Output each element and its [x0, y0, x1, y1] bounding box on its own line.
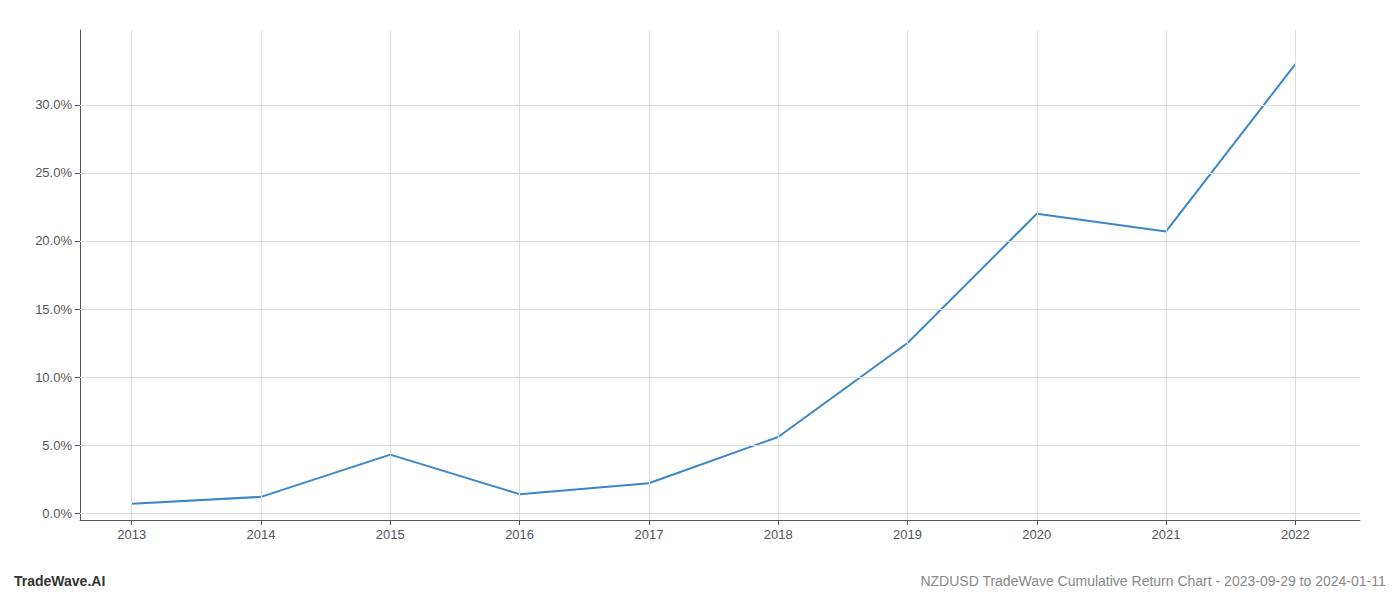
svg-text:2019: 2019 [893, 527, 922, 542]
svg-text:2014: 2014 [247, 527, 276, 542]
svg-text:2020: 2020 [1022, 527, 1051, 542]
svg-text:25.0%: 25.0% [35, 165, 72, 180]
svg-text:2021: 2021 [1152, 527, 1181, 542]
svg-text:15.0%: 15.0% [35, 302, 72, 317]
svg-text:2018: 2018 [764, 527, 793, 542]
svg-text:NZDUSD TradeWave Cumulative Re: NZDUSD TradeWave Cumulative Return Chart… [920, 573, 1386, 589]
svg-text:0.0%: 0.0% [42, 506, 72, 521]
svg-text:2016: 2016 [505, 527, 534, 542]
svg-text:10.0%: 10.0% [35, 370, 72, 385]
svg-text:5.0%: 5.0% [42, 438, 72, 453]
svg-text:2013: 2013 [117, 527, 146, 542]
svg-text:2022: 2022 [1281, 527, 1310, 542]
svg-text:20.0%: 20.0% [35, 233, 72, 248]
svg-text:30.0%: 30.0% [35, 97, 72, 112]
svg-text:2015: 2015 [376, 527, 405, 542]
svg-text:2017: 2017 [634, 527, 663, 542]
svg-text:TradeWave.AI: TradeWave.AI [14, 573, 105, 589]
